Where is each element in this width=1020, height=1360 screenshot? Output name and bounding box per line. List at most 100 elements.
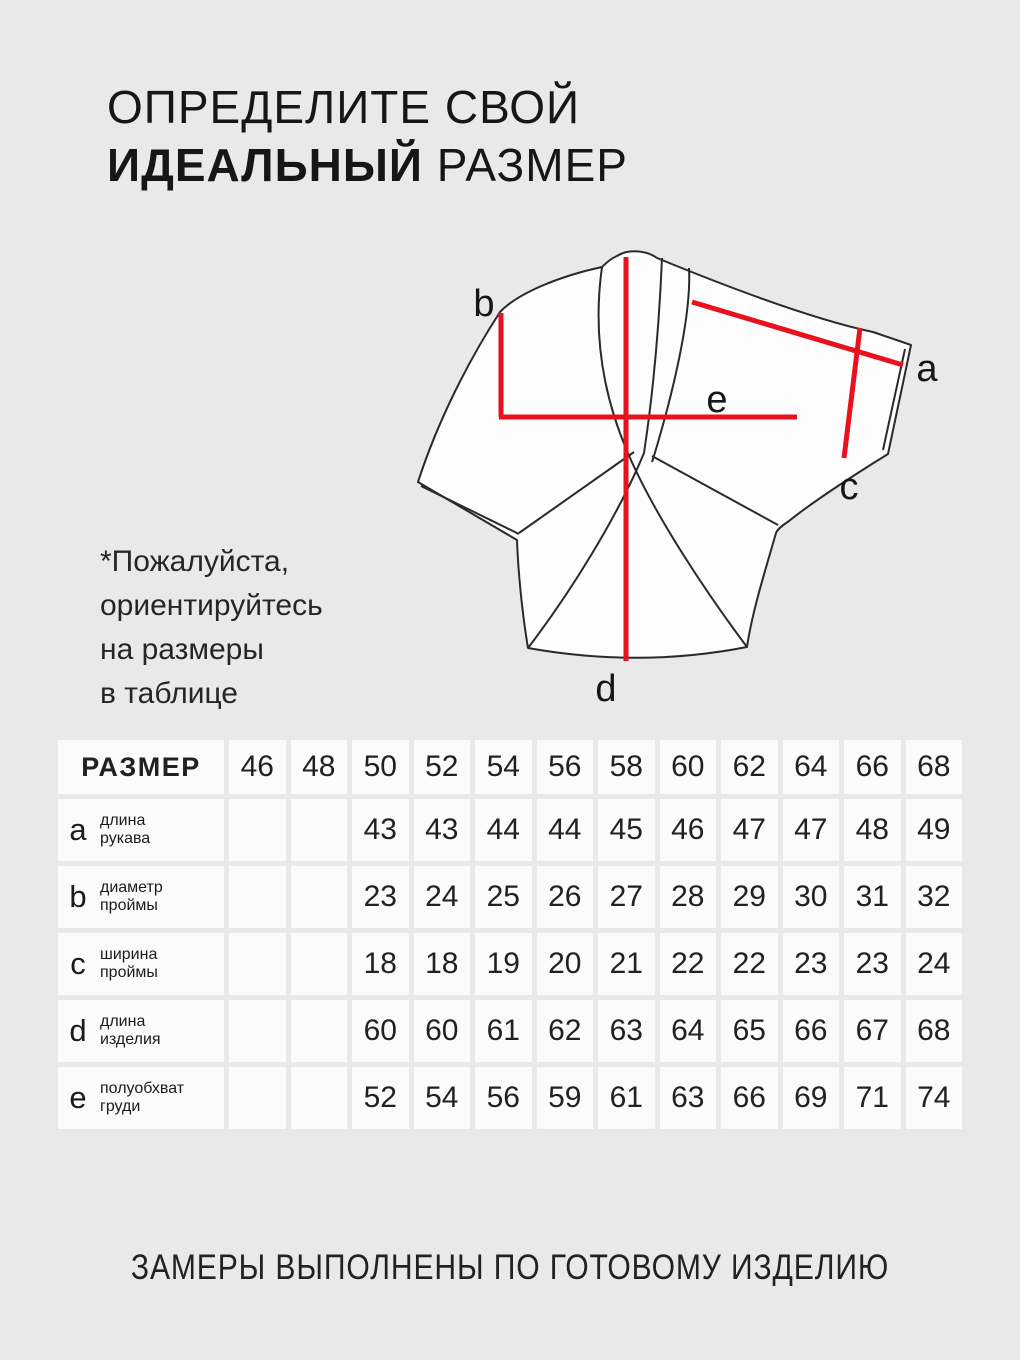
size-value-cell: 23 (782, 933, 839, 995)
garment-front-drape-right (651, 267, 691, 463)
size-value-cell: 68 (905, 1000, 962, 1062)
size-value-cell: 67 (844, 1000, 901, 1062)
title-line-2-bold: ИДЕАЛЬНЫЙ (107, 139, 423, 191)
note-line: *Пожалуйста, (100, 545, 290, 578)
size-value-cell: 52 (352, 1067, 409, 1129)
size-column-header: 56 (536, 740, 593, 794)
size-value-cell: 63 (598, 1000, 655, 1062)
garment-right-underarm-seam (651, 455, 779, 526)
garment-measurement-diagram: b a c d e (417, 250, 938, 710)
row-letter: b (69, 879, 87, 914)
size-value-cell (290, 933, 347, 995)
size-value-cell: 66 (721, 1067, 778, 1129)
row-description-line: ширина (100, 946, 158, 963)
size-value-cell: 64 (659, 1000, 716, 1062)
size-value-cell: 22 (721, 933, 778, 995)
note-line: в таблице (100, 677, 238, 710)
size-value-cell: 48 (844, 799, 901, 861)
measure-label-a: a (916, 348, 938, 390)
size-value-cell: 30 (782, 866, 839, 928)
size-value-cell: 43 (413, 799, 470, 861)
size-value-cell: 29 (721, 866, 778, 928)
size-value-cell: 69 (782, 1067, 839, 1129)
size-value-cell: 19 (475, 933, 532, 995)
size-value-cell: 47 (721, 799, 778, 861)
size-column-header: 60 (659, 740, 716, 794)
row-description-line: проймы (100, 897, 158, 914)
row-letter: a (69, 812, 87, 847)
size-value-cell: 31 (844, 866, 901, 928)
row-description-line: груди (100, 1098, 141, 1115)
row-label-cell: b диаметр проймы (58, 866, 224, 928)
size-column-header: 50 (352, 740, 409, 794)
note-line: на размеры (100, 633, 264, 666)
page-title: ОПРЕДЕЛИТЕ СВОЙ ИДЕАЛЬНЫЙ РАЗМЕР (107, 78, 628, 194)
size-value-cell (290, 1067, 347, 1129)
size-value-cell: 24 (413, 866, 470, 928)
size-value-cell (290, 866, 347, 928)
note-text: *Пожалуйста, ориентируйтесь на размеры в… (100, 540, 323, 716)
size-value-cell: 54 (413, 1067, 470, 1129)
row-description-line: полуобхват (100, 1080, 185, 1097)
size-value-cell: 65 (721, 1000, 778, 1062)
size-value-cell (229, 1067, 286, 1129)
row-description: полуобхват груди (100, 1080, 184, 1116)
size-table: РАЗМЕР 46 48 50 52 54 56 58 60 62 64 66 68 a длина рука… (58, 740, 962, 1129)
size-value-cell: 26 (536, 866, 593, 928)
size-value-cell: 60 (352, 1000, 409, 1062)
size-value-cell: 74 (905, 1067, 962, 1129)
size-value-cell: 28 (659, 866, 716, 928)
row-label-cell: e полуобхват груди (58, 1067, 224, 1129)
size-value-cell: 63 (659, 1067, 716, 1129)
garment-outline (417, 250, 912, 659)
row-description-line: проймы (100, 964, 158, 981)
row-letter: e (69, 1080, 87, 1115)
row-description: диаметр проймы (100, 879, 163, 915)
size-value-cell: 32 (905, 866, 962, 928)
size-value-cell: 24 (905, 933, 962, 995)
row-description: длина изделия (100, 1013, 161, 1049)
row-letter: d (69, 1013, 87, 1048)
row-description: ширина проймы (100, 946, 158, 982)
row-description: длина рукава (100, 812, 150, 848)
size-value-cell (290, 1000, 347, 1062)
size-value-cell: 20 (536, 933, 593, 995)
size-value-cell: 59 (536, 1067, 593, 1129)
row-label-cell: c ширина проймы (58, 933, 224, 995)
size-column-header: 48 (290, 740, 347, 794)
row-description-line: длина (100, 812, 146, 829)
row-description-line: длина (100, 1013, 146, 1030)
size-value-cell: 21 (598, 933, 655, 995)
size-column-header: 54 (475, 740, 532, 794)
size-value-cell: 56 (475, 1067, 532, 1129)
garment-front-drape-middle (527, 257, 663, 649)
size-value-cell: 60 (413, 1000, 470, 1062)
size-value-cell: 66 (782, 1000, 839, 1062)
size-value-cell: 25 (475, 866, 532, 928)
size-value-cell: 44 (475, 799, 532, 861)
garment-left-cuff-line (420, 485, 520, 535)
row-description-line: изделия (100, 1031, 161, 1048)
title-line-2-rest: РАЗМЕР (422, 139, 628, 191)
measure-line-a (691, 299, 904, 368)
size-value-cell (229, 1000, 286, 1062)
size-table-header-label: РАЗМЕР (58, 740, 224, 794)
size-column-header: 66 (844, 740, 901, 794)
row-label-cell: d длина изделия (58, 1000, 224, 1062)
measure-label-b: b (473, 283, 494, 325)
size-value-cell: 43 (352, 799, 409, 861)
size-value-cell: 44 (536, 799, 593, 861)
size-value-cell: 18 (352, 933, 409, 995)
size-column-header: 68 (905, 740, 962, 794)
measure-label-d: d (595, 668, 616, 710)
size-value-cell (229, 933, 286, 995)
row-description-line: диаметр (100, 879, 163, 896)
size-value-cell: 23 (352, 866, 409, 928)
size-value-cell: 71 (844, 1067, 901, 1129)
row-label-cell: a длина рукава (58, 799, 224, 861)
size-column-header: 58 (598, 740, 655, 794)
size-column-header: 64 (782, 740, 839, 794)
size-value-cell: 18 (413, 933, 470, 995)
title-line-1: ОПРЕДЕЛИТЕ СВОЙ (107, 81, 581, 133)
